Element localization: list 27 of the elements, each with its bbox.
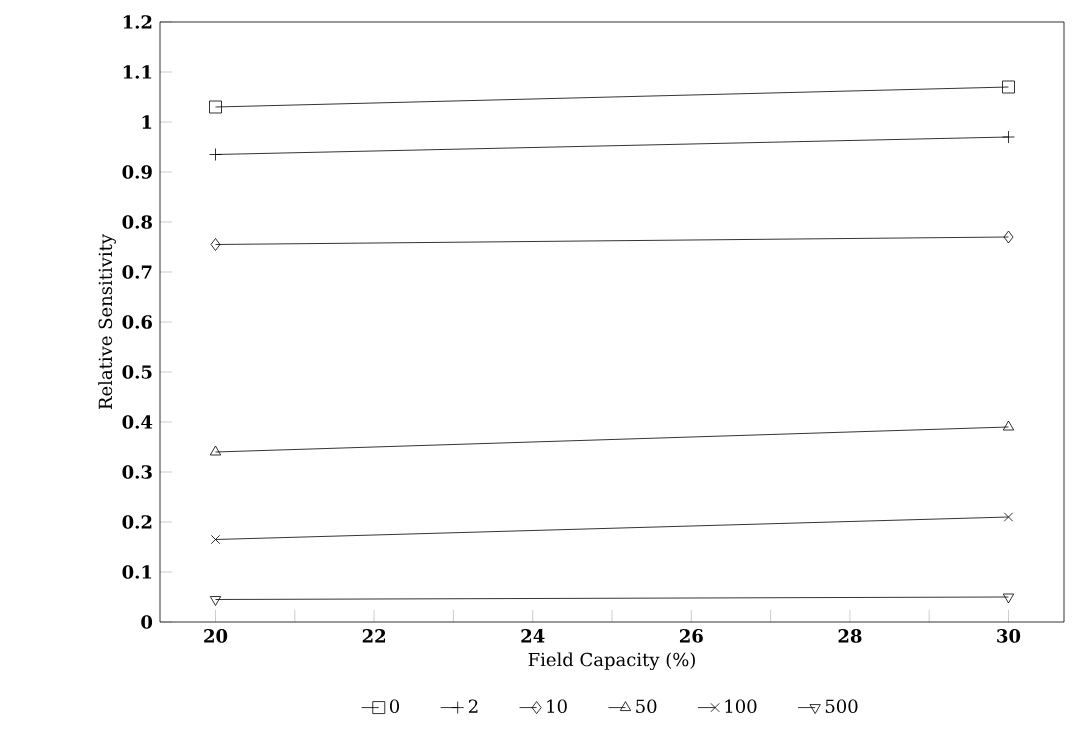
- y-tick-label: 0.6: [122, 315, 152, 329]
- legend-label: 50: [636, 699, 657, 714]
- y-tick-label: 1: [142, 115, 152, 129]
- legend-label: 2: [468, 699, 478, 713]
- y-axis-title: Relative Sensitivity: [98, 233, 116, 410]
- y-tick-label: 0.5: [122, 365, 152, 379]
- legend-label: 10: [547, 699, 567, 714]
- x-tick-label: 20: [204, 629, 228, 643]
- y-tick-label: 0.8: [122, 215, 152, 229]
- y-tick-label: 1.1: [123, 65, 152, 79]
- y-tick-label: 1.2: [123, 15, 152, 29]
- y-tick-label: 0: [141, 615, 153, 629]
- x-tick-label: 22: [362, 629, 386, 643]
- x-tick-label: 28: [838, 629, 862, 643]
- x-tick-label: 30: [997, 629, 1021, 643]
- y-tick-label: 0.2: [122, 515, 152, 529]
- y-tick-label: 0.3: [122, 465, 152, 479]
- y-tick-label: 0.9: [122, 165, 152, 179]
- y-tick-label: 0.1: [122, 565, 152, 579]
- y-tick-label: 0.7: [122, 265, 152, 279]
- legend-label: 100: [725, 699, 757, 714]
- x-axis-title: Field Capacity (%): [528, 652, 695, 671]
- legend-label: 0: [389, 699, 400, 714]
- y-tick-label: 0.4: [122, 415, 153, 429]
- x-tick-label: 24: [521, 629, 545, 643]
- legend-label: 500: [825, 699, 858, 714]
- x-tick-label: 26: [679, 629, 703, 643]
